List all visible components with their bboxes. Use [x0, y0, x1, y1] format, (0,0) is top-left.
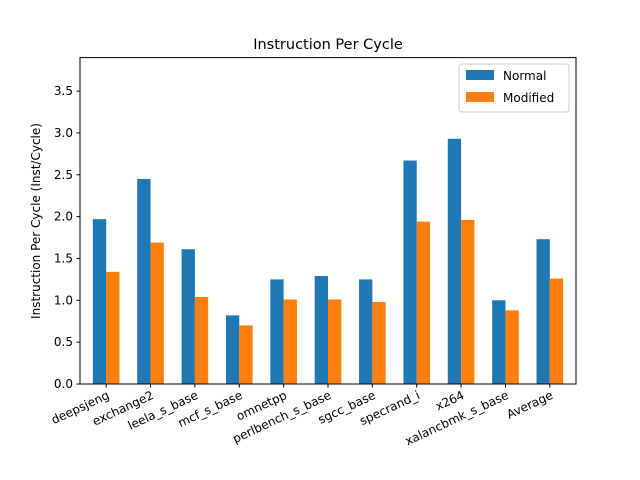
bar-normal-7	[403, 160, 417, 384]
x-tick-label-10: Average	[505, 388, 556, 422]
bar-modified-3	[239, 325, 253, 384]
bar-normal-1	[137, 178, 151, 384]
bar-normal-6	[359, 279, 373, 384]
bar-modified-8	[461, 219, 475, 384]
chart-title: Instruction Per Cycle	[253, 37, 403, 53]
bar-normal-9	[492, 300, 506, 384]
x-axis-ticks: deepsjengexchange2leela_s_basemcf_s_base…	[49, 384, 555, 448]
y-tick-label-6: 3.0	[54, 126, 73, 140]
legend: Normal Modified	[458, 63, 570, 113]
bar-modified-9	[505, 310, 519, 384]
y-tick-label-5: 2.5	[54, 168, 73, 182]
bar-modified-1	[150, 242, 164, 384]
bar-modified-4	[283, 299, 297, 384]
y-tick-label-0: 0.0	[54, 377, 73, 391]
bar-normal-2	[181, 249, 195, 384]
bar-modified-10	[549, 278, 564, 384]
bars	[92, 138, 564, 384]
plot-frame	[79, 57, 577, 385]
legend-label-normal: Normal	[503, 69, 546, 83]
legend-swatch-normal	[466, 70, 494, 80]
bar-normal-10	[536, 239, 550, 384]
legend-swatch-modified	[466, 92, 494, 102]
bar-modified-6	[372, 301, 386, 384]
bar-normal-5	[314, 276, 328, 384]
bar-normal-3	[225, 315, 240, 384]
y-axis-ticks: 0.0 0.5 1.0 1.5 2.0 2.5 3.0 3.5	[54, 84, 80, 391]
y-tick-label-1: 0.5	[54, 335, 73, 349]
bar-modified-0	[106, 271, 120, 384]
bar-normal-8	[447, 138, 462, 384]
y-tick-label-3: 1.5	[54, 251, 73, 265]
legend-label-modified: Modified	[503, 91, 554, 105]
y-tick-label-4: 2.0	[54, 210, 73, 224]
bar-modified-7	[416, 221, 431, 384]
bar-modified-5	[328, 299, 342, 384]
bar-normal-0	[92, 219, 107, 384]
y-tick-label-7: 3.5	[54, 84, 73, 98]
y-axis-label: Instruction Per Cycle (Inst/Cycle)	[29, 123, 43, 319]
bar-normal-4	[270, 279, 284, 384]
y-tick-label-2: 1.0	[54, 293, 73, 307]
bar-modified-2	[194, 296, 209, 384]
